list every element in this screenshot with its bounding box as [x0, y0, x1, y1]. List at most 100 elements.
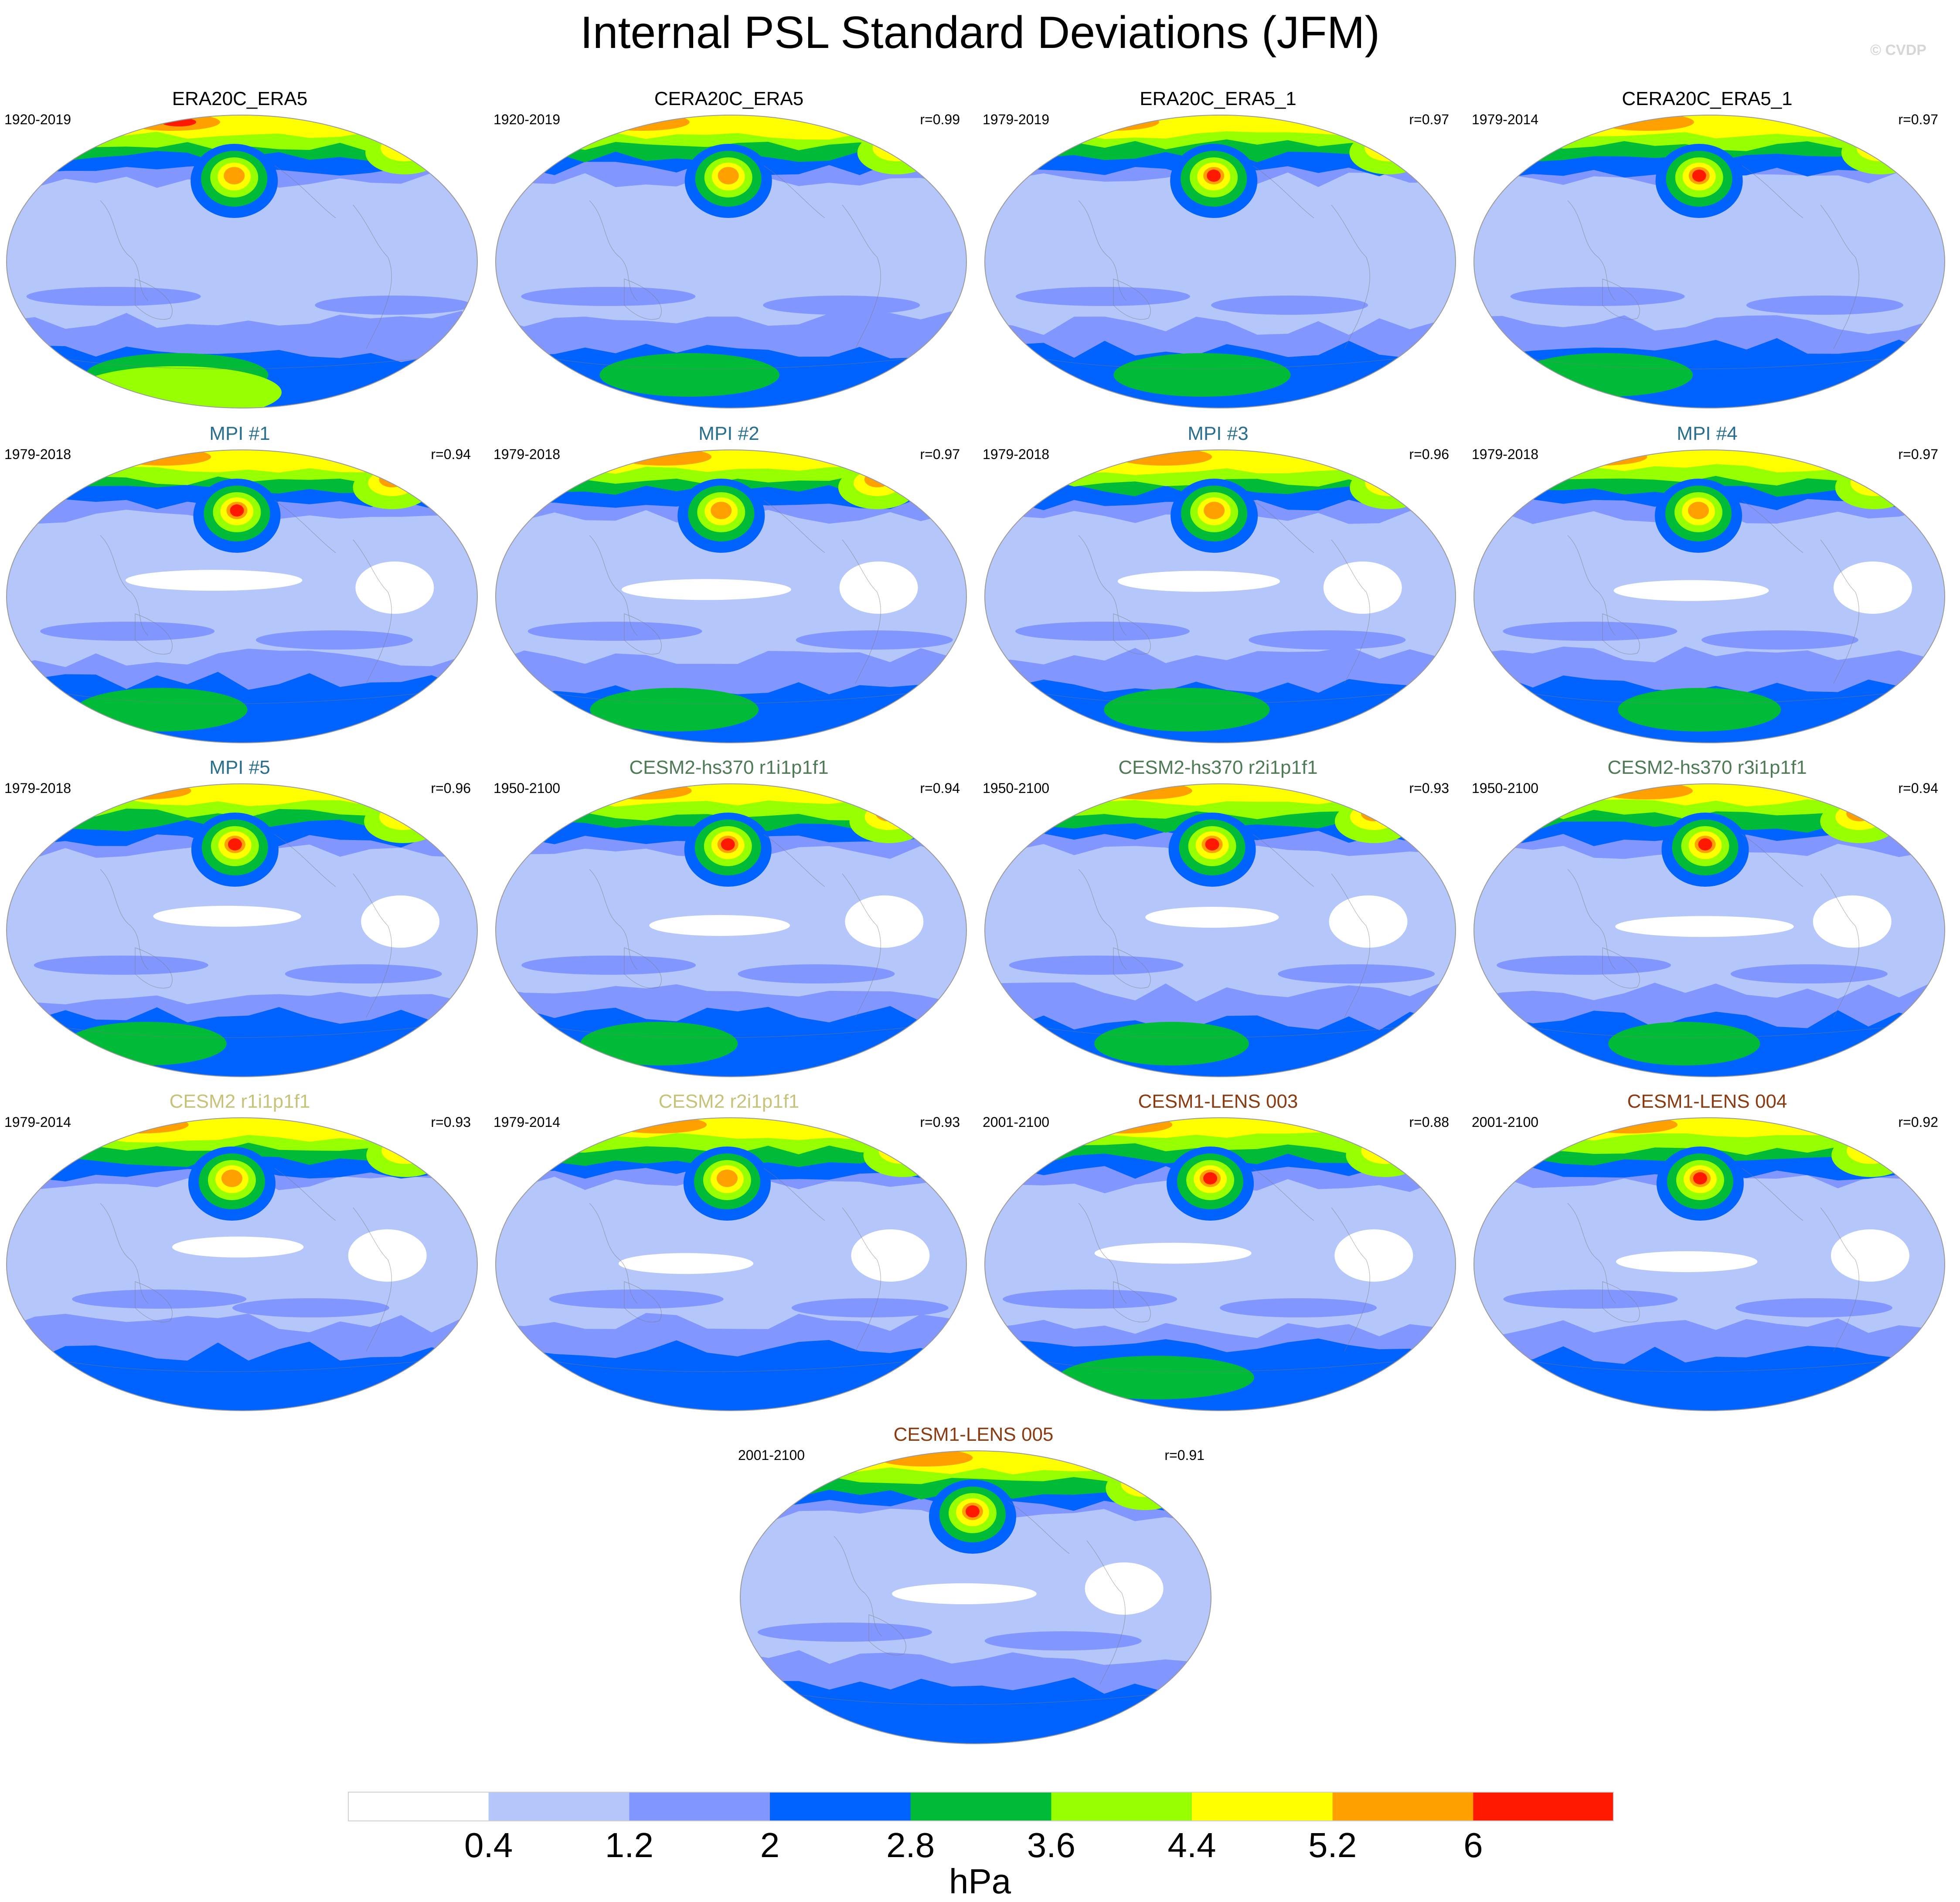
panel-title: CESM1-LENS 005 [893, 1424, 1054, 1445]
panel-years: 1950-2100 [493, 780, 561, 796]
psl-stddev-map [495, 783, 967, 1077]
map-panel: CESM2 r1i1p1f1 1979-2014 r=0.93 [0, 1090, 480, 1412]
map-panel: MPI #3 1979-2018 r=0.96 [978, 422, 1458, 745]
psl-stddev-map [1473, 449, 1945, 743]
colorbar [348, 1792, 1614, 1821]
map-panel: CERA20C_ERA5 1920-2019 r=0.99 [489, 87, 969, 410]
panel-correlation: r=0.91 [1164, 1447, 1205, 1463]
panel-years: 1920-2019 [4, 112, 71, 127]
colorbar-segment [1332, 1792, 1473, 1821]
panel-years: 1979-2014 [493, 1114, 561, 1130]
map-panel: CESM1-LENS 003 2001-2100 r=0.88 [978, 1090, 1458, 1412]
map-panel: MPI #4 1979-2018 r=0.97 [1467, 422, 1947, 745]
colorbar-tick-label: 3.6 [1027, 1826, 1075, 1865]
colorbar-unit-label: hPa [949, 1862, 1011, 1901]
psl-stddev-map [984, 449, 1456, 743]
map-panel: MPI #1 1979-2018 r=0.94 [0, 422, 480, 745]
colorbar-tick-label: 1.2 [605, 1826, 653, 1865]
psl-stddev-map [495, 1117, 967, 1411]
psl-stddev-map [1473, 783, 1945, 1077]
colorbar-segment [1051, 1792, 1192, 1821]
panel-title: CESM1-LENS 004 [1627, 1091, 1787, 1112]
colorbar-tick-label: 5.2 [1308, 1826, 1357, 1865]
panel-years: 1979-2018 [983, 446, 1050, 462]
panel-years: 1979-2014 [1472, 112, 1539, 127]
panel-correlation: r=0.94 [431, 446, 471, 462]
panel-correlation: r=0.96 [431, 780, 471, 796]
colorbar-tick-label: 0.4 [464, 1826, 513, 1865]
panel-title: MPI #3 [1188, 423, 1249, 444]
colorbar-segment [770, 1792, 911, 1821]
panel-title: ERA20C_ERA5_1 [1140, 88, 1296, 109]
panel-correlation: r=0.97 [1898, 112, 1938, 127]
colorbar-segment [629, 1792, 770, 1821]
panel-correlation: r=0.94 [920, 780, 960, 796]
panel-title: CERA20C_ERA5 [654, 88, 804, 109]
panel-years: 1979-2018 [1472, 446, 1539, 462]
psl-stddev-map [6, 449, 478, 743]
panel-years: 2001-2100 [1472, 1114, 1539, 1130]
panel-correlation: r=0.93 [1409, 780, 1449, 796]
panel-title: CERA20C_ERA5_1 [1622, 88, 1793, 109]
psl-stddev-map [495, 115, 967, 408]
panel-title: MPI #2 [698, 423, 759, 444]
panel-title: MPI #5 [209, 757, 270, 778]
map-panel: MPI #2 1979-2018 r=0.97 [489, 422, 969, 745]
colorbar-segment [348, 1792, 489, 1821]
psl-stddev-map [1473, 115, 1945, 408]
panel-correlation: r=0.88 [1409, 1114, 1449, 1130]
panel-title: MPI #4 [1677, 423, 1738, 444]
colorbar-segment [488, 1792, 630, 1821]
map-panel: CESM2-hs370 r1i1p1f1 1950-2100 r=0.94 [489, 756, 969, 1079]
panel-correlation: r=0.97 [1409, 112, 1449, 127]
panel-correlation: r=0.93 [431, 1114, 471, 1130]
colorbar-tick-label: 2.8 [886, 1826, 935, 1865]
map-panel: ERA20C_ERA5 1920-2019 [0, 87, 480, 410]
map-panel: CESM1-LENS 005 2001-2100 r=0.91 [734, 1423, 1213, 1745]
panel-title: CESM2-hs370 r2i1p1f1 [1118, 757, 1318, 778]
panel-title: CESM2 r1i1p1f1 [169, 1091, 310, 1112]
map-panel: CESM2 r2i1p1f1 1979-2014 r=0.93 [489, 1090, 969, 1412]
map-panel: MPI #5 1979-2018 r=0.96 [0, 756, 480, 1079]
map-panel: CESM1-LENS 004 2001-2100 r=0.92 [1467, 1090, 1947, 1412]
panel-title: CESM2-hs370 r1i1p1f1 [629, 757, 829, 778]
panel-title: CESM2 r2i1p1f1 [658, 1091, 800, 1112]
panel-years: 1979-2018 [4, 446, 71, 462]
psl-stddev-map [495, 449, 967, 743]
panel-correlation: r=0.97 [1898, 446, 1938, 462]
panel-years: 1979-2018 [493, 446, 561, 462]
panel-correlation: r=0.97 [920, 446, 960, 462]
panel-correlation: r=0.92 [1898, 1114, 1938, 1130]
colorbar-tick-label: 4.4 [1167, 1826, 1216, 1865]
panel-years: 1920-2019 [493, 112, 561, 127]
page-title: Internal PSL Standard Deviations (JFM) [580, 7, 1380, 58]
psl-stddev-map [984, 1117, 1456, 1411]
panel-years: 1979-2018 [4, 780, 71, 796]
colorbar-segment [1192, 1792, 1333, 1821]
panel-years: 1979-2014 [4, 1114, 71, 1130]
psl-stddev-map [6, 115, 478, 408]
panel-correlation: r=0.93 [920, 1114, 960, 1130]
panel-title: CESM1-LENS 003 [1138, 1091, 1298, 1112]
map-panel: CESM2-hs370 r2i1p1f1 1950-2100 r=0.93 [978, 756, 1458, 1079]
panel-years: 1950-2100 [983, 780, 1050, 796]
panel-correlation: r=0.96 [1409, 446, 1449, 462]
psl-stddev-map [984, 115, 1456, 408]
watermark: © CVDP [1870, 42, 1926, 58]
psl-stddev-map [6, 1117, 478, 1411]
map-panel: ERA20C_ERA5_1 1979-2019 r=0.97 [978, 87, 1458, 410]
panel-title: ERA20C_ERA5 [172, 88, 308, 109]
colorbar-segment [910, 1792, 1051, 1821]
map-panel: CERA20C_ERA5_1 1979-2014 r=0.97 [1467, 87, 1947, 410]
panel-years: 2001-2100 [983, 1114, 1050, 1130]
panel-years: 2001-2100 [738, 1447, 805, 1463]
map-panel: CESM2-hs370 r3i1p1f1 1950-2100 r=0.94 [1467, 756, 1947, 1079]
psl-stddev-map [984, 783, 1456, 1077]
panel-correlation: r=0.94 [1898, 780, 1938, 796]
colorbar-tick-label: 2 [760, 1826, 780, 1865]
panel-years: 1950-2100 [1472, 780, 1539, 796]
psl-stddev-map [740, 1450, 1211, 1744]
panel-title: MPI #1 [209, 423, 270, 444]
panel-years: 1979-2019 [983, 112, 1050, 127]
psl-stddev-map [1473, 1117, 1945, 1411]
